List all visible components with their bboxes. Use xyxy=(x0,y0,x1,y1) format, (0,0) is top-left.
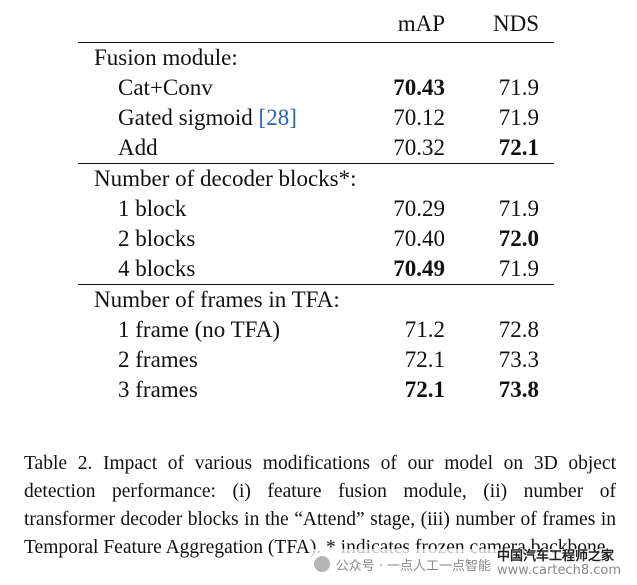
table-row: Cat+Conv 70.43 71.9 xyxy=(78,73,554,103)
section-title: Number of decoder blocks*: xyxy=(78,162,554,194)
section-title-row: Number of decoder blocks*: xyxy=(78,162,554,194)
nds-value: 73.3 xyxy=(498,346,539,372)
row-label-text: 2 frames xyxy=(118,346,198,372)
section-title: Number of frames in TFA: xyxy=(78,283,554,315)
table-row: 3 frames 72.1 73.8 xyxy=(78,375,554,405)
header-map: mAP xyxy=(325,6,460,43)
watermark-url: www.cartech8.com xyxy=(497,563,621,578)
citation-link[interactable]: [28] xyxy=(258,104,297,130)
map-value: 70.43 xyxy=(393,74,445,100)
row-label: 2 frames xyxy=(78,345,325,375)
row-label: 2 blocks xyxy=(78,224,325,254)
table-row: 2 frames 72.1 73.3 xyxy=(78,345,554,375)
row-label-text: 1 frame (no TFA) xyxy=(118,316,281,342)
header-nds: NDS xyxy=(460,6,554,43)
map-value: 72.1 xyxy=(404,376,445,402)
row-label: 1 block xyxy=(78,194,325,224)
map-value: 70.32 xyxy=(393,134,445,160)
nds-value: 71.9 xyxy=(498,104,539,130)
wechat-icon xyxy=(313,556,330,572)
ablation-table-container: mAP NDS Fusion module: Cat+Conv 70.43 71.9 G… xyxy=(78,6,554,405)
table-row: 2 blocks 70.40 72.0 xyxy=(78,224,554,254)
map-value: 70.12 xyxy=(393,104,445,130)
section-title: Fusion module: xyxy=(94,44,238,70)
row-label: Gated sigmoid [28] xyxy=(78,103,325,133)
table-caption: Table 2. Impact of various modifications… xyxy=(24,452,616,558)
row-label: 4 blocks xyxy=(78,254,325,285)
map-value: 70.40 xyxy=(393,225,445,251)
row-label-text: 3 frames xyxy=(118,376,198,402)
section-title-row: Fusion module: xyxy=(78,42,554,73)
row-label-text: Cat+Conv xyxy=(118,74,213,100)
row-label-text: Gated sigmoid xyxy=(118,104,259,130)
nds-value: 72.0 xyxy=(498,225,539,251)
nds-value: 72.8 xyxy=(498,316,539,342)
watermark-account: 公众号 · 一点人工一点智能 xyxy=(335,558,492,574)
nds-value: 72.1 xyxy=(498,134,539,160)
map-value: 71.2 xyxy=(404,316,445,342)
watermark-brand: 中国汽车工程师之家 xyxy=(497,549,615,564)
header-empty xyxy=(78,6,325,43)
nds-value: 71.9 xyxy=(498,74,539,100)
ablation-table: mAP NDS Fusion module: Cat+Conv 70.43 71.9 G… xyxy=(78,6,554,405)
table-row: 1 frame (no TFA) 71.2 72.8 xyxy=(78,315,554,345)
nds-value: 71.9 xyxy=(498,195,539,221)
row-label-text: 2 blocks xyxy=(118,225,196,251)
row-label-text: 1 block xyxy=(118,195,187,221)
row-label: 1 frame (no TFA) xyxy=(78,315,325,345)
watermark: 公众号 · 一点人工一点智能 中国汽车工程师之家 www.cartech8.co… xyxy=(309,549,625,579)
map-value: 72.1 xyxy=(404,346,445,372)
table-row: Gated sigmoid [28] 70.12 71.9 xyxy=(78,103,554,133)
section-title-row: Number of frames in TFA: xyxy=(78,283,554,315)
row-label-text: 4 blocks xyxy=(118,255,196,281)
row-label: Add xyxy=(78,133,325,164)
table-row: 1 block 70.29 71.9 xyxy=(78,194,554,224)
map-value: 70.49 xyxy=(393,255,445,281)
table-body: Fusion module: Cat+Conv 70.43 71.9 Gated sig… xyxy=(78,42,554,405)
nds-value: 73.8 xyxy=(498,376,539,402)
table-header-row: mAP NDS xyxy=(78,6,554,43)
table-row: 4 blocks 70.49 71.9 xyxy=(78,254,554,285)
map-value: 70.29 xyxy=(393,195,445,221)
row-label: Cat+Conv xyxy=(78,73,325,103)
watermark-brand-block: 中国汽车工程师之家 www.cartech8.com xyxy=(497,550,621,578)
table-row: Add 70.32 72.1 xyxy=(78,133,554,164)
nds-value: 71.9 xyxy=(498,255,539,281)
row-label-text: Add xyxy=(118,134,158,160)
row-label: 3 frames xyxy=(78,375,325,405)
